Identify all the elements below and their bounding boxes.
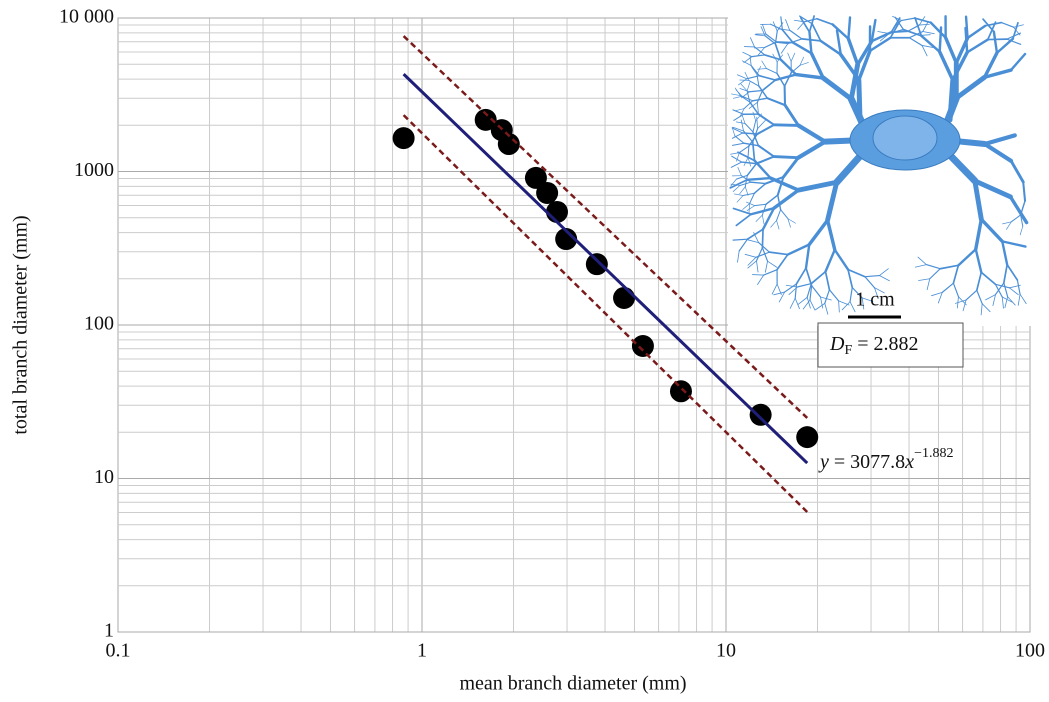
data-point (586, 253, 608, 275)
data-point (613, 287, 635, 309)
tree-branch (743, 133, 758, 134)
data-point (536, 182, 558, 204)
data-point (670, 380, 692, 402)
y-tick-label: 10 000 (59, 6, 114, 28)
y-axis-label: total branch diameter (mm) (10, 215, 32, 434)
x-tick-label: 1 (417, 640, 427, 662)
y-tick-label: 100 (84, 313, 114, 335)
x-axis-label: mean branch diameter (mm) (459, 673, 686, 695)
tree-branch (966, 28, 968, 52)
data-point (632, 335, 654, 357)
tree-branch (752, 275, 763, 276)
tree-branch (774, 125, 798, 126)
y-tick-label: 1000 (74, 159, 114, 181)
data-point (796, 426, 818, 448)
tree-branch (754, 47, 764, 48)
tree-branch (762, 229, 763, 247)
inset-image: 1 cm (728, 14, 1032, 326)
tree-branch (859, 80, 860, 120)
tree-branch (848, 17, 850, 38)
tree-branch (950, 80, 953, 120)
fit-label: y = 3077.8x−1.882 (818, 446, 953, 472)
tree-branch (940, 28, 941, 52)
tree-branch (774, 157, 798, 158)
scale-bar-label: 1 cm (855, 289, 895, 311)
y-tick-label: 1 (104, 620, 114, 642)
data-point (546, 201, 568, 223)
x-tick-label: 10 (716, 640, 736, 662)
y-tick-label: 10 (94, 466, 114, 488)
data-point (393, 127, 415, 149)
data-point (750, 404, 772, 426)
df-label: DF = 2.882 (829, 333, 919, 359)
x-tick-label: 100 (1015, 640, 1045, 662)
x-tick-label: 0.1 (106, 640, 131, 662)
